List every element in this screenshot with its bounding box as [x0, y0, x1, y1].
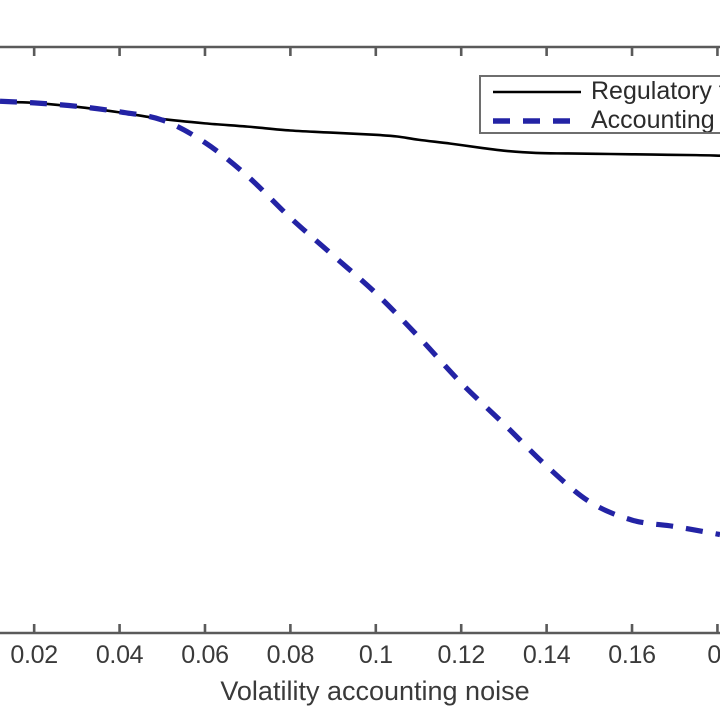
legend-label-regulatory: Regulatory tr: [591, 77, 720, 105]
x-tick-label-2: 0.06: [181, 641, 229, 669]
legend: Regulatory tr Accounting tr: [479, 75, 720, 134]
x-axis-label: Volatility accounting noise: [220, 676, 530, 706]
series-line-accounting: [0, 98, 720, 538]
data-series-group: [0, 98, 720, 538]
bottom-tick-marks: [32, 624, 719, 633]
x-tick-label-4: 0.1: [358, 641, 393, 669]
legend-entry-regulatory: Regulatory tr: [481, 77, 720, 106]
legend-swatch-solid-line: [493, 90, 581, 93]
x-tick-label-1: 0.04: [95, 641, 144, 669]
legend-swatch-dashed-line: [493, 117, 581, 124]
x-tick-label-3: 0.08: [266, 641, 315, 669]
legend-label-accounting: Accounting tr: [591, 106, 720, 134]
x-tick-label-7: 0.16: [608, 641, 656, 669]
x-tick-label-5: 0.12: [437, 641, 485, 669]
x-tick-label-6: 0.14: [522, 641, 571, 669]
x-tick-label-8: 0.: [707, 641, 720, 669]
x-tick-label-0: 0.02: [10, 641, 58, 669]
top-tick-marks: [32, 47, 719, 56]
legend-entry-accounting: Accounting tr: [481, 106, 720, 134]
